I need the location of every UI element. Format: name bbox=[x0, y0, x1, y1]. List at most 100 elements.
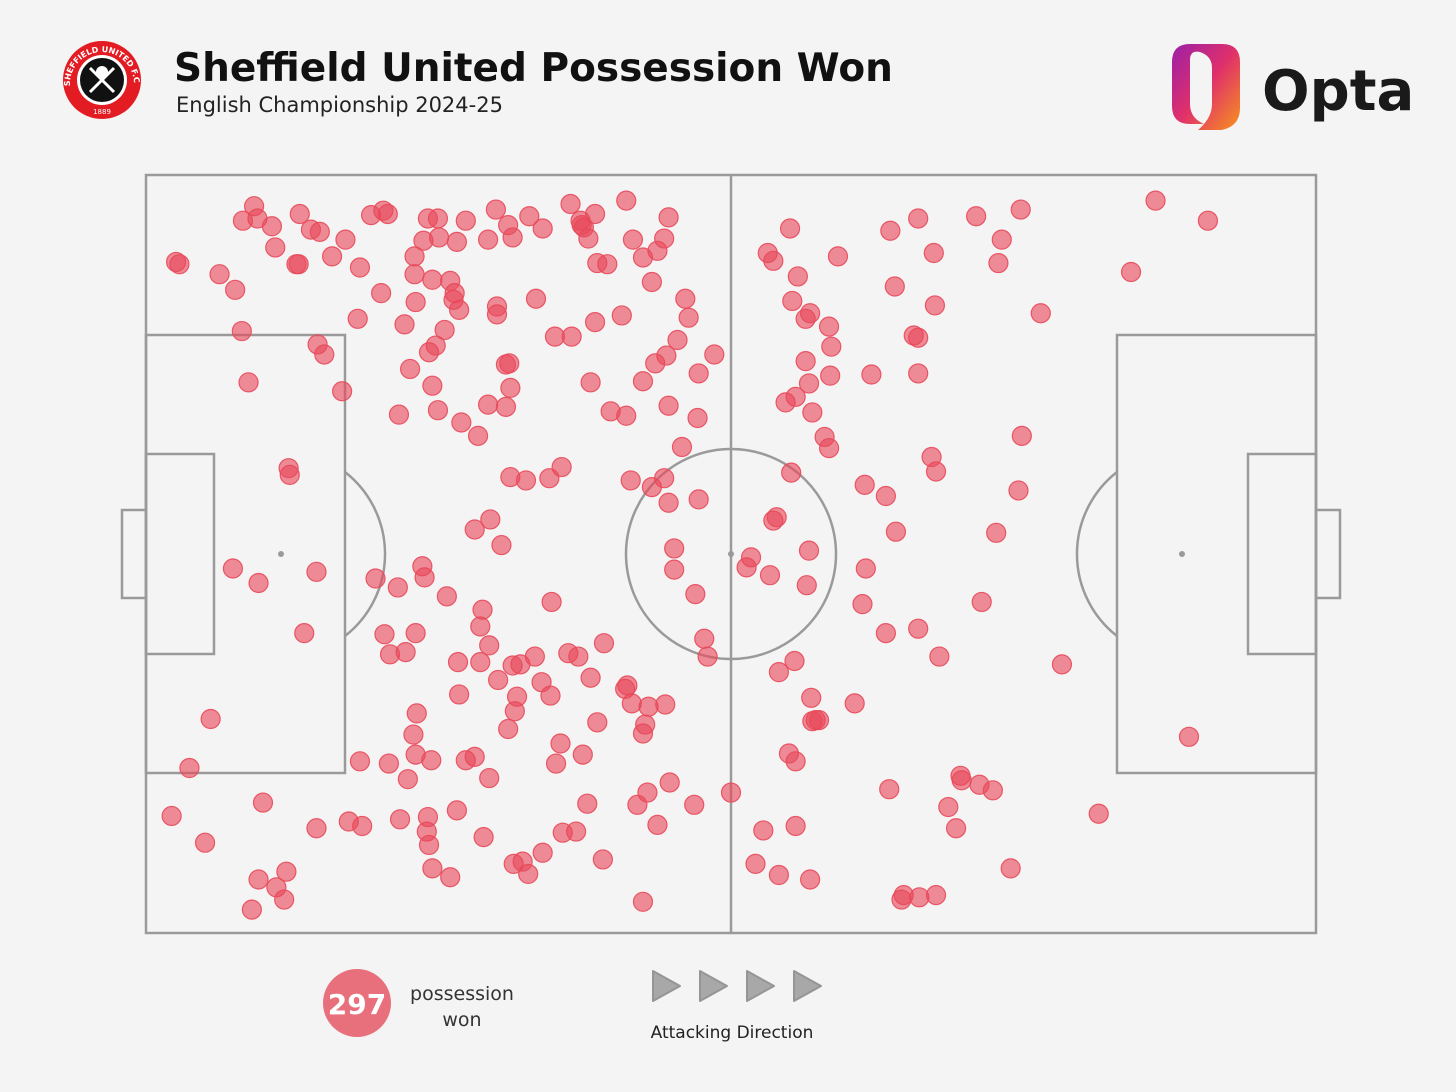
possession-point bbox=[440, 867, 461, 888]
possession-point bbox=[908, 363, 929, 384]
possession-point bbox=[632, 891, 654, 912]
possession-point bbox=[194, 832, 216, 853]
possession-point bbox=[659, 772, 680, 793]
possession-point bbox=[572, 744, 593, 765]
points bbox=[161, 190, 1219, 920]
possession-point bbox=[597, 254, 618, 275]
possession-point bbox=[365, 568, 386, 589]
possession-point bbox=[938, 796, 959, 818]
possession-point bbox=[238, 372, 259, 393]
possession-point bbox=[616, 405, 637, 426]
possession-point bbox=[571, 215, 592, 236]
possession-point bbox=[495, 396, 517, 417]
possession-point bbox=[446, 231, 467, 252]
possession-point bbox=[923, 242, 944, 264]
possession-point bbox=[1051, 654, 1073, 675]
possession-point bbox=[472, 599, 493, 620]
possession-point bbox=[641, 271, 662, 293]
right-penalty-spot bbox=[1179, 551, 1185, 557]
possession-point bbox=[988, 252, 1009, 274]
possession-point bbox=[616, 190, 637, 211]
possession-point bbox=[550, 733, 571, 754]
possession-point bbox=[491, 534, 512, 556]
possession-point bbox=[451, 412, 472, 433]
possession-point bbox=[584, 203, 606, 225]
possession-point bbox=[500, 377, 521, 399]
possession-point bbox=[622, 229, 644, 250]
possession-point bbox=[427, 400, 449, 421]
possession-point bbox=[781, 462, 802, 483]
possession-point bbox=[638, 696, 659, 717]
possession-point bbox=[477, 394, 499, 415]
centre-spot bbox=[728, 551, 734, 557]
possession-point bbox=[795, 308, 816, 329]
possession-point bbox=[261, 216, 283, 237]
possession-point bbox=[447, 652, 469, 673]
possession-point bbox=[875, 485, 896, 507]
count-label: won bbox=[442, 1009, 481, 1031]
possession-point bbox=[820, 365, 841, 386]
possession-point bbox=[697, 646, 718, 667]
possession-point bbox=[675, 288, 696, 309]
possession-point bbox=[539, 468, 560, 489]
possession-point bbox=[464, 746, 485, 767]
possession-point bbox=[349, 751, 371, 772]
right-goal bbox=[1314, 508, 1342, 600]
possession-point bbox=[532, 218, 553, 239]
possession-point bbox=[685, 584, 706, 605]
possession-point bbox=[1145, 190, 1166, 211]
possession-point bbox=[667, 329, 688, 351]
possession-point bbox=[821, 336, 842, 357]
possession-point bbox=[421, 750, 442, 771]
possession-point bbox=[818, 438, 840, 459]
possession-point bbox=[418, 834, 440, 856]
possession-point bbox=[252, 792, 274, 813]
possession-point bbox=[480, 509, 501, 530]
possession-point bbox=[808, 709, 830, 731]
possession-point bbox=[566, 821, 587, 842]
right-penalty-box bbox=[1115, 333, 1318, 775]
possession-point bbox=[620, 470, 641, 491]
possession-point bbox=[436, 586, 457, 607]
possession-point bbox=[951, 770, 972, 791]
possession-point bbox=[378, 753, 400, 774]
possession-point bbox=[908, 208, 929, 229]
possession-point bbox=[405, 291, 426, 313]
possession-point bbox=[477, 229, 499, 250]
possession-point bbox=[655, 694, 676, 715]
possession-point bbox=[479, 767, 500, 789]
possession-point bbox=[768, 864, 790, 886]
possession-point bbox=[397, 769, 418, 790]
possession-point bbox=[854, 474, 875, 495]
possession-point bbox=[763, 250, 784, 271]
possession-point bbox=[434, 319, 455, 341]
possession-point bbox=[827, 246, 849, 267]
possession-point bbox=[179, 757, 200, 779]
left-six-yard-box bbox=[144, 452, 216, 656]
possession-point bbox=[584, 312, 606, 333]
possession-point bbox=[879, 779, 900, 800]
possession-point bbox=[349, 257, 371, 278]
possession-point bbox=[545, 753, 567, 774]
possession-point bbox=[945, 818, 967, 839]
possession-point bbox=[884, 276, 905, 297]
opta-logo: Opta bbox=[1172, 44, 1414, 130]
possession-point bbox=[641, 477, 662, 498]
possession-point bbox=[504, 701, 525, 722]
possession-point bbox=[499, 353, 520, 374]
possession-point bbox=[540, 685, 561, 706]
possession-point bbox=[580, 667, 601, 688]
possession-point bbox=[519, 206, 540, 227]
possession-point bbox=[403, 724, 424, 745]
direction-arrows bbox=[652, 970, 822, 1002]
possession-point bbox=[427, 208, 449, 229]
right-six-yard-box bbox=[1246, 452, 1318, 656]
possession-point bbox=[986, 522, 1007, 543]
opta-wordmark: Opta bbox=[1262, 59, 1414, 124]
possession-point bbox=[387, 577, 408, 598]
possession-point bbox=[371, 283, 392, 304]
possession-point bbox=[464, 519, 485, 540]
possession-point bbox=[759, 565, 781, 586]
possession-point bbox=[294, 623, 315, 644]
